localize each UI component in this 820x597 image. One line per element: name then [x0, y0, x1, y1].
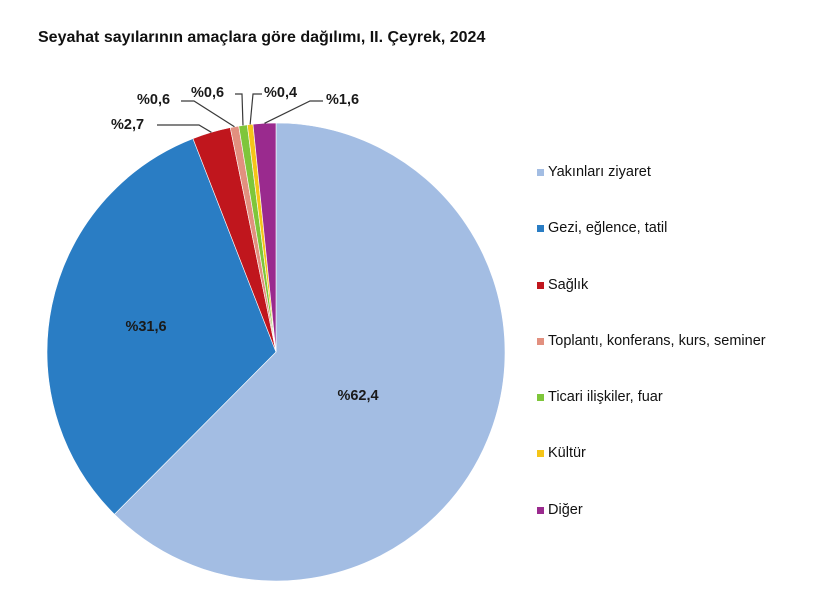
pie-slice-0 — [114, 122, 506, 582]
legend-item-yakinlari-ziyaret: Yakınları ziyaret — [537, 162, 651, 182]
leader-line-5 — [249, 93, 262, 125]
data-label-2: %2,7 — [111, 117, 144, 133]
leader-line-3 — [181, 100, 235, 128]
data-label-0: %62,4 — [337, 388, 378, 404]
chart-title: Seyahat sayılarının amaçlara göre dağılı… — [38, 29, 486, 46]
pie-slices — [46, 122, 506, 582]
legend-item-diger: Diğer — [537, 500, 583, 520]
legend-swatch-icon — [537, 506, 544, 514]
leader-lines — [157, 93, 323, 133]
legend-label: Toplantı, konferans, kurs, seminer — [548, 333, 766, 349]
legend-item-saglik: Sağlık — [537, 275, 588, 295]
data-labels: %62,4 %31,6 %2,7 %0,6 %0,6 %0,4 %1,6 — [111, 85, 379, 404]
legend-label: Kültür — [548, 445, 586, 461]
leader-line-2 — [157, 124, 212, 133]
data-label-1: %31,6 — [125, 319, 166, 335]
legend-swatch-icon — [537, 449, 544, 457]
data-label-6: %1,6 — [326, 92, 359, 108]
legend-item-kultur: Kültür — [537, 443, 586, 463]
legend-label: Diğer — [548, 502, 583, 518]
data-label-5: %0,4 — [264, 85, 297, 101]
legend-swatch-icon — [537, 224, 544, 232]
legend-label: Yakınları ziyaret — [548, 164, 651, 180]
pie-slice-6 — [252, 122, 277, 353]
leader-line-6 — [264, 100, 323, 124]
legend-label: Gezi, eğlence, tatil — [548, 220, 668, 236]
pie-slice-1 — [46, 138, 277, 515]
legend-swatch-icon — [537, 281, 544, 289]
legend-item-toplanti: Toplantı, konferans, kurs, seminer — [537, 331, 766, 351]
leader-line-4 — [235, 93, 244, 126]
legend-label: Sağlık — [548, 277, 589, 293]
legend-item-gezi: Gezi, eğlence, tatil — [537, 218, 667, 238]
legend-label: Ticari ilişkiler, fuar — [548, 389, 663, 405]
legend-swatch-icon — [537, 393, 544, 401]
data-label-4: %0,6 — [191, 85, 224, 101]
data-label-3: %0,6 — [137, 92, 170, 108]
legend-item-ticari: Ticari ilişkiler, fuar — [537, 387, 663, 407]
legend-swatch-icon — [537, 337, 544, 345]
legend-swatch-icon — [537, 168, 544, 176]
